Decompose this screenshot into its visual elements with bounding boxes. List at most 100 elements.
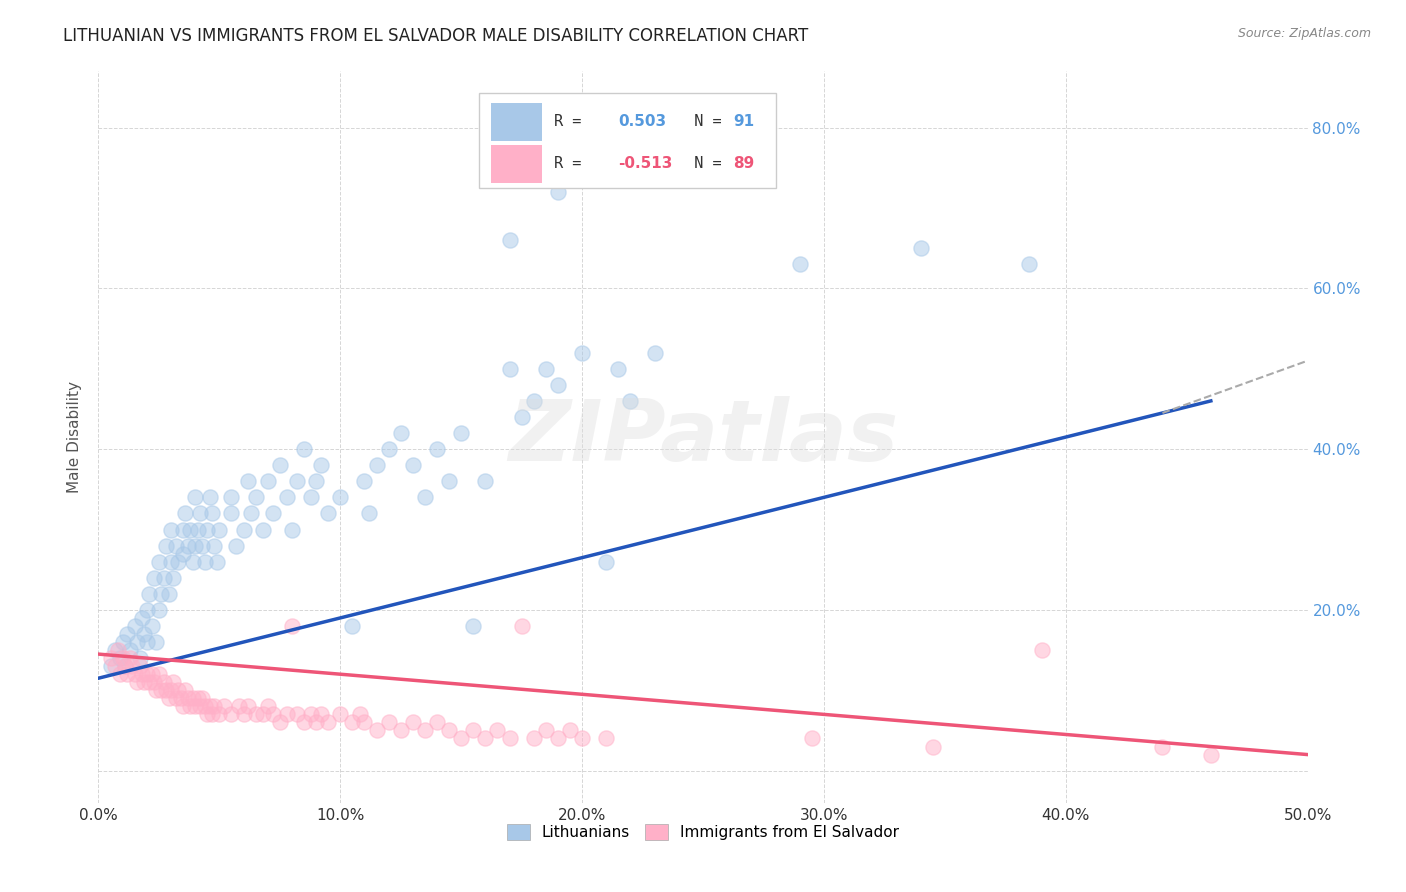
Point [221, 507, 243, 521]
Point [177, 539, 200, 553]
Point [547, 377, 569, 392]
Point [124, 667, 146, 681]
Point [179, 699, 201, 714]
Point [100, 651, 122, 665]
Point [191, 691, 214, 706]
Point [150, 683, 173, 698]
Point [155, 539, 177, 553]
Point [377, 715, 399, 730]
Point [165, 539, 187, 553]
Point [104, 643, 127, 657]
Point [160, 555, 183, 569]
Point [174, 507, 197, 521]
Point [195, 707, 218, 722]
Point [1018, 257, 1040, 271]
Point [437, 475, 460, 489]
Point [162, 571, 184, 585]
Point [232, 707, 254, 722]
Point [510, 409, 533, 424]
Text: 0.503: 0.503 [619, 114, 666, 129]
Point [208, 523, 231, 537]
Point [143, 675, 166, 690]
Point [305, 475, 328, 489]
Point [1152, 739, 1174, 754]
Point [174, 683, 197, 698]
Point [181, 691, 204, 706]
Point [252, 523, 274, 537]
Point [135, 667, 157, 681]
Point [437, 723, 460, 738]
Point [486, 723, 509, 738]
Point [100, 659, 122, 673]
Point [194, 699, 217, 714]
Point [510, 619, 533, 633]
Point [366, 723, 388, 738]
Point [208, 707, 231, 722]
Point [299, 491, 322, 505]
Point [165, 691, 187, 706]
Point [169, 691, 191, 706]
Point [221, 491, 243, 505]
Text: 91: 91 [734, 114, 755, 129]
Point [141, 619, 163, 633]
Point [389, 425, 412, 440]
Point [128, 651, 150, 665]
Point [118, 643, 141, 657]
Point [127, 635, 149, 649]
Point [117, 627, 139, 641]
Point [187, 691, 209, 706]
Point [571, 345, 593, 359]
Point [232, 523, 254, 537]
Point [107, 643, 129, 657]
Point [366, 458, 388, 473]
Point [172, 699, 194, 714]
Point [204, 699, 226, 714]
Legend: Lithuanians, Immigrants from El Salvador: Lithuanians, Immigrants from El Salvador [501, 818, 905, 847]
Point [204, 539, 226, 553]
Point [184, 699, 207, 714]
Point [292, 442, 315, 457]
Text: N =: N = [676, 114, 731, 129]
Point [1199, 747, 1222, 762]
Point [256, 475, 278, 489]
Point [198, 491, 221, 505]
Point [111, 651, 134, 665]
Point [276, 707, 298, 722]
Point [138, 587, 160, 601]
Point [353, 475, 375, 489]
Point [571, 731, 593, 746]
Point [128, 659, 150, 673]
Text: 89: 89 [734, 156, 755, 171]
Point [148, 603, 170, 617]
Point [463, 723, 485, 738]
Point [194, 555, 217, 569]
Point [117, 667, 139, 681]
Point [152, 675, 174, 690]
Point [188, 699, 211, 714]
Point [181, 555, 204, 569]
Point [225, 539, 247, 553]
Point [145, 683, 167, 698]
Point [262, 507, 284, 521]
Point [239, 507, 262, 521]
Point [413, 491, 436, 505]
Point [188, 507, 211, 521]
Point [342, 619, 364, 633]
Point [135, 603, 157, 617]
Point [177, 691, 200, 706]
Point [245, 707, 267, 722]
Point [316, 507, 339, 521]
Point [474, 731, 496, 746]
Point [131, 611, 153, 625]
Point [212, 699, 235, 714]
Point [162, 675, 184, 690]
Point [342, 715, 364, 730]
Point [349, 707, 371, 722]
Point [309, 707, 332, 722]
Point [195, 523, 218, 537]
Point [558, 723, 581, 738]
Point [309, 458, 332, 473]
Point [595, 555, 617, 569]
Point [179, 523, 201, 537]
Point [134, 627, 156, 641]
